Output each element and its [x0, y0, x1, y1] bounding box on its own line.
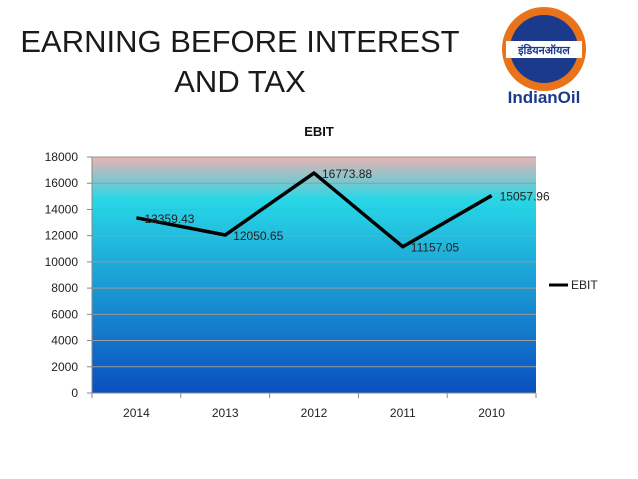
title-line-2: AND TAX	[174, 64, 306, 99]
indianoil-logo-icon	[502, 7, 586, 91]
indianoil-logo: इंडियनऑयल IndianOil	[496, 5, 592, 111]
logo-hindi-text: इंडियनऑयल	[518, 44, 570, 57]
axes	[91, 157, 536, 394]
y-tick-label: 0	[71, 386, 78, 400]
legend: EBIT	[549, 278, 598, 292]
x-axis-ticks: 2014 2013 2012 2011 2010	[91, 393, 537, 420]
data-label: 11157.05	[411, 241, 460, 255]
gridlines	[92, 156, 536, 368]
y-axis-ticks: 0 2000 4000 6000 8000 10000 12000 14000 16000 180…	[45, 150, 92, 400]
legend-label-ebit: EBIT	[571, 278, 598, 292]
y-tick-label: 14000	[45, 202, 79, 216]
y-tick-label: 2000	[51, 360, 78, 374]
y-tick-label: 8000	[51, 281, 78, 295]
y-tick-label: 12000	[45, 229, 79, 243]
series-ebit	[136, 171, 493, 249]
logo-brand-text: IndianOil	[507, 88, 581, 107]
y-tick-label: 10000	[45, 255, 79, 269]
y-tick-label: 6000	[51, 307, 78, 321]
x-tick-label: 2013	[212, 406, 239, 420]
data-label: 16773.88	[322, 167, 372, 181]
y-tick-label: 18000	[45, 150, 79, 164]
y-tick-label: 4000	[51, 334, 78, 348]
data-label: 12050.65	[233, 229, 283, 243]
series-line-ebit	[136, 171, 493, 249]
y-tick-label: 16000	[45, 176, 79, 190]
data-labels: 13359.43 12050.65 16773.88 11157.05 15057.96	[144, 167, 550, 255]
slide-title: EARNING BEFORE INTEREST AND TAX	[20, 22, 460, 102]
x-tick-label: 2012	[301, 406, 328, 420]
x-tick-label: 2014	[123, 406, 150, 420]
x-tick-label: 2011	[390, 406, 416, 420]
data-label: 15057.96	[500, 190, 550, 204]
x-tick-label: 2010	[478, 406, 505, 420]
chart-title: EBIT	[304, 124, 334, 139]
data-label: 13359.43	[144, 212, 194, 226]
title-line-1: EARNING BEFORE INTEREST	[20, 24, 460, 59]
plot-area	[92, 157, 536, 393]
